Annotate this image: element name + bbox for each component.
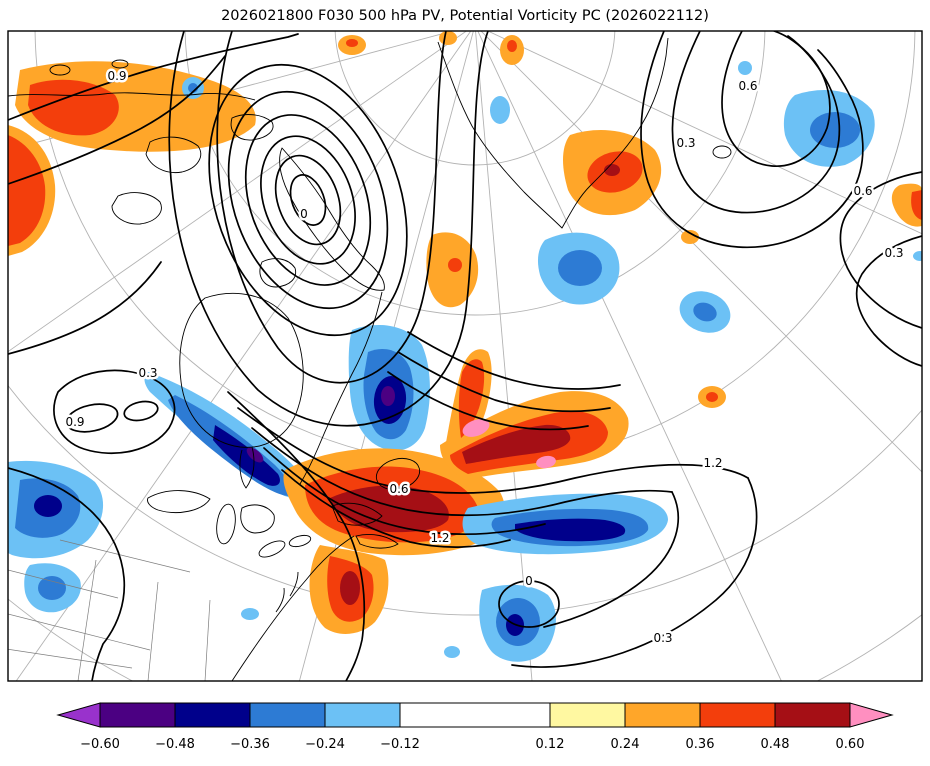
- colorbar-segment: [699, 702, 776, 728]
- state-border-lines: [8, 539, 211, 681]
- colorbar-segment: [549, 702, 626, 728]
- colorbar-tick-labels: −0.60 −0.48 −0.36 −0.24 −0.12 0.12 0.24 …: [80, 737, 864, 752]
- contour-label: 1.2: [430, 531, 449, 545]
- contour-label: 0.9: [107, 69, 126, 83]
- colorbar-under-arrow: [56, 702, 101, 728]
- contour-label: 0: [300, 207, 308, 221]
- colorbar-tick-label: −0.48: [155, 737, 195, 752]
- colorbar-tick-label: 0.36: [686, 737, 715, 752]
- colorbar-segment: [399, 702, 551, 728]
- contour-label: 0.3: [653, 631, 672, 645]
- colorbar-segment: [774, 702, 851, 728]
- contour-lines: [8, 31, 922, 681]
- colorbar-tick-label: −0.36: [230, 737, 270, 752]
- map-frame: [7, 30, 923, 682]
- colorbar-segment: [99, 702, 176, 728]
- contour-label: 0: [525, 574, 533, 588]
- colorbar-segment: [249, 702, 326, 728]
- colorbar-over-arrow: [849, 702, 894, 728]
- colorbar-tick-label: −0.60: [80, 737, 120, 752]
- contour-labels: 0.9 0.6 0.3 0.6 0.3 0.3 0.9 1.2 1.2 0.3 …: [63, 67, 906, 648]
- contour-label: 0.3: [676, 136, 695, 150]
- contour-label: 0.3: [138, 366, 157, 380]
- contour-label: 0.6: [738, 79, 757, 93]
- contour-label: 0.6: [853, 184, 872, 198]
- colorbar-tick-label: 0.24: [611, 737, 640, 752]
- contour-label: 0.3: [884, 246, 903, 260]
- colorbar-tick-label: 0.48: [761, 737, 790, 752]
- colorbar: −0.60 −0.48 −0.36 −0.24 −0.12 0.12 0.24 …: [56, 702, 894, 752]
- colorbar-segment: [174, 702, 251, 728]
- colorbar-tick-label: −0.12: [380, 737, 420, 752]
- colorbar-segment: [624, 702, 701, 728]
- contour-label: 1.2: [703, 456, 722, 470]
- figure-title: 2026021800 F030 500 hPa PV, Potential Vo…: [221, 8, 709, 24]
- colorbar-tick-label: 0.12: [536, 737, 565, 752]
- contour-label: 0.6: [389, 482, 408, 496]
- contour-label: 0.9: [65, 415, 84, 429]
- colorbar-tick-label: 0.60: [836, 737, 865, 752]
- colorbar-tick-label: −0.24: [305, 737, 345, 752]
- colorbar-segment: [324, 702, 401, 728]
- pv-shading: [8, 31, 922, 662]
